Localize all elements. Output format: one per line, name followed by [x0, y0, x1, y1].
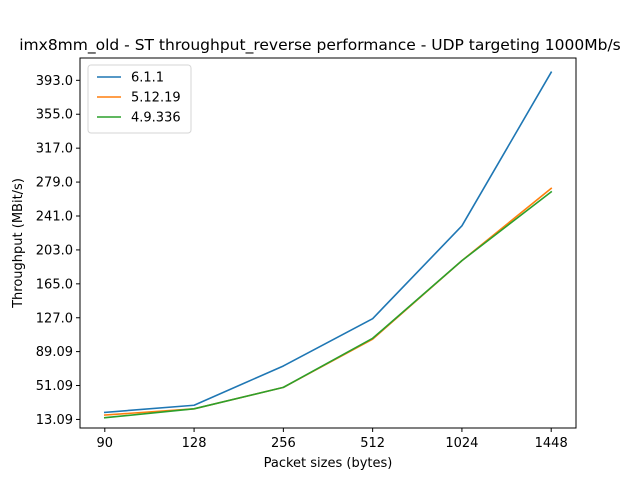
series-lines	[103, 71, 553, 419]
legend-label: 6.1.1	[131, 71, 164, 86]
x-tick-label: 1448	[535, 436, 568, 451]
y-axis-ticks: 13.09 51.09 89.09 127.0 165.0 203.0 241.0 279.0…	[36, 74, 80, 428]
y-tick-label: 241.0	[36, 209, 73, 224]
y-tick-label: 279.0	[36, 176, 73, 191]
x-axis-label: Packet sizes (bytes)	[264, 456, 393, 471]
legend-box	[87, 64, 192, 134]
y-tick-label: 317.0	[36, 142, 73, 157]
series-line-6-1-1	[103, 71, 553, 414]
legend-label: 4.9.336	[131, 111, 181, 126]
x-tick-label: 256	[271, 436, 296, 451]
legend-label: 5.12.19	[131, 91, 181, 106]
x-tick-label: 512	[360, 436, 385, 451]
y-tick-label: 127.0	[36, 311, 73, 326]
plot-area	[79, 57, 577, 429]
x-axis-ticks: 90 128 256 512 1024 1448	[97, 428, 568, 451]
x-tick-label: 90	[97, 436, 114, 451]
y-tick-label: 89.09	[36, 345, 73, 360]
legend: 6.1.1 5.12.19 4.9.336	[87, 64, 192, 134]
y-tick-label: 13.09	[36, 413, 73, 428]
series-line-5-12-19	[103, 187, 553, 416]
y-tick-label: 51.09	[36, 379, 73, 394]
y-axis-label: Throughput (MBit/s)	[11, 178, 26, 309]
plot-frame	[79, 57, 577, 429]
y-tick-label: 393.0	[36, 74, 73, 89]
x-tick-label: 128	[182, 436, 207, 451]
y-tick-label: 165.0	[36, 277, 73, 292]
x-tick-label: 1024	[445, 436, 478, 451]
series-line-4-9-336	[103, 190, 553, 419]
chart-title: imx8mm_old - ST throughput_reverse perfo…	[19, 36, 621, 55]
y-tick-label: 355.0	[36, 108, 73, 123]
y-tick-label: 203.0	[36, 243, 73, 258]
